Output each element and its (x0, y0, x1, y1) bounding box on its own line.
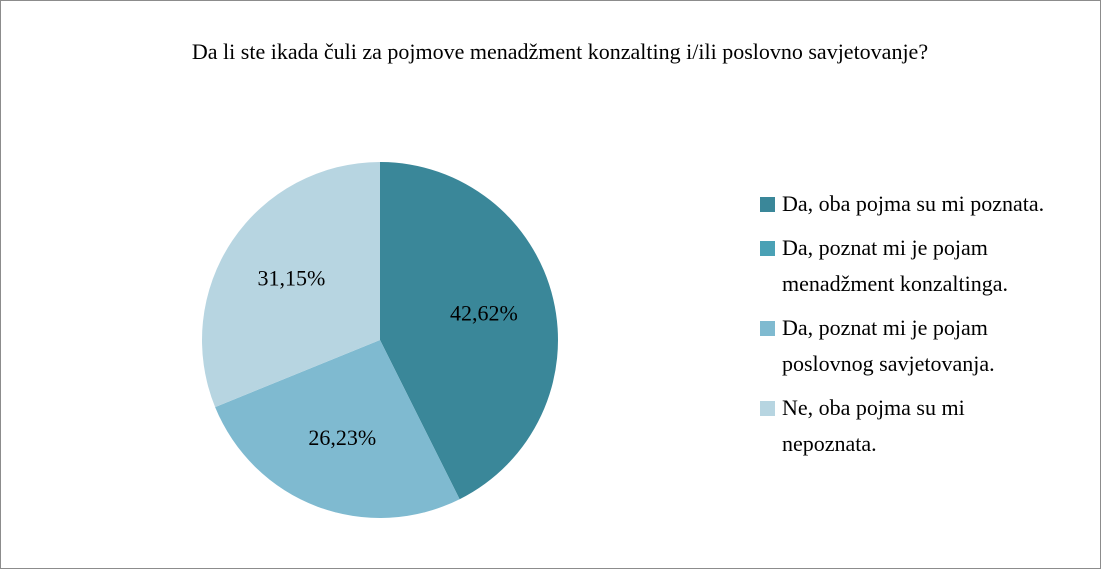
chart-title: Da li ste ikada čuli za pojmove menadžme… (191, 39, 929, 64)
data-label: 42,62% (450, 301, 518, 326)
legend-swatch (760, 197, 775, 212)
legend-label: Ne, oba pojma su mi nepoznata. (782, 395, 965, 456)
legend-swatch (760, 321, 775, 336)
legend-swatch (760, 401, 775, 416)
legend-label: Da, oba pojma su mi poznata. (782, 191, 1045, 216)
data-label: 31,15% (257, 265, 325, 290)
pie-slice (201, 162, 380, 408)
legend-entry: Da, poznat mi je pojam poslovnog savjeto… (760, 310, 1052, 382)
legend-entry: Da, oba pojma su mi poznata. (760, 186, 1052, 222)
data-label: 26,23% (308, 425, 376, 450)
legend-label: Da, poznat mi je pojam menadžment konzal… (782, 235, 1009, 296)
legend-entry: Ne, oba pojma su mi nepoznata. (760, 390, 1052, 462)
pie-slice (380, 162, 558, 500)
legend-label: Da, poznat mi je pojam poslovnog savjeto… (782, 315, 995, 376)
pie-slice (215, 340, 460, 518)
legend: Da, oba pojma su mi poznata. Da, poznat m… (760, 186, 1060, 470)
legend-entry: Da, poznat mi je pojam menadžment konzal… (760, 230, 1052, 302)
legend-swatch (760, 241, 775, 256)
